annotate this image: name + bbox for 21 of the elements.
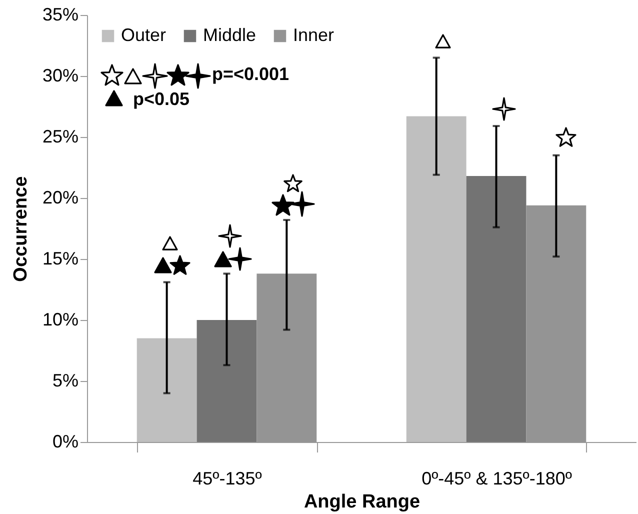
legend-label: Middle <box>203 25 256 45</box>
x-axis-title: Angle Range <box>304 492 420 512</box>
y-tick-label: 15% <box>42 248 78 268</box>
legend-label: Outer <box>121 25 166 45</box>
bar <box>406 116 466 442</box>
annotation: p<0.05 <box>133 89 190 110</box>
y-tick-label: 30% <box>42 66 78 86</box>
bar <box>196 320 257 442</box>
y-tick-label: 5% <box>52 370 78 390</box>
y-tick-label: 10% <box>42 310 78 330</box>
x-tick-label: 45º-135º <box>192 468 262 488</box>
y-tick-label: 20% <box>42 188 78 208</box>
x-tick-label: 0º-45º & 135º-180º <box>422 468 572 488</box>
y-tick-label: 0% <box>52 432 78 452</box>
y-tick-label: 25% <box>42 126 78 146</box>
bar <box>136 338 197 442</box>
y-axis-title: Occurrence <box>10 176 32 282</box>
legend-label: Inner <box>293 25 334 45</box>
bar <box>466 176 526 442</box>
y-tick-label: 35% <box>42 4 78 24</box>
annotation: p=<0.001 <box>212 64 290 85</box>
